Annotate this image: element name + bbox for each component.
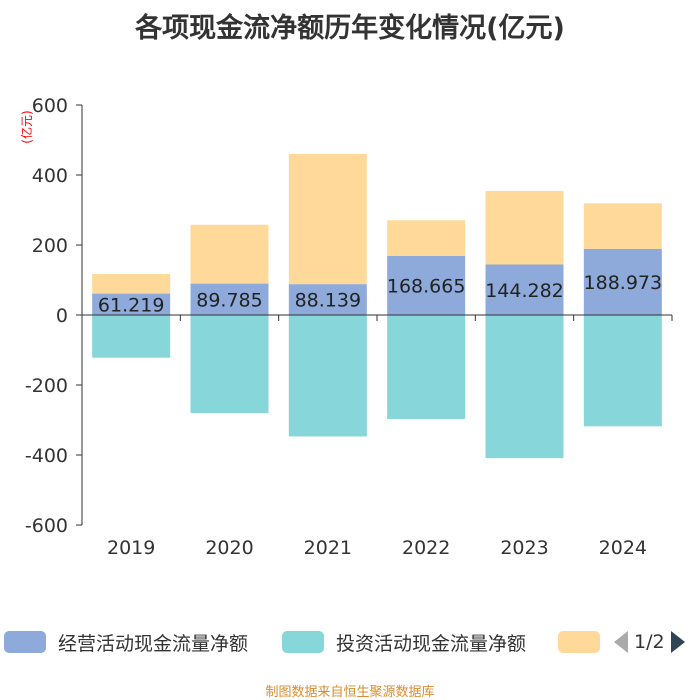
- x-tick-label: 2023: [500, 537, 548, 559]
- data-label-operating: 144.282: [485, 280, 564, 302]
- x-tick-label: 2021: [304, 537, 352, 559]
- y-tick-label: -600: [25, 515, 68, 537]
- legend-item-financing[interactable]: [558, 624, 612, 660]
- bar-financing-2020: [190, 224, 269, 284]
- chart-canvas: 600 400 200 0 -200 -400 -600 2019 2020 2021 2022 20…: [19, 95, 673, 559]
- legend-swatch-financing: [558, 631, 600, 653]
- y-tick-label: 400: [32, 165, 68, 187]
- y-tick-label: 0: [56, 305, 68, 327]
- data-label-operating: 88.139: [295, 290, 361, 312]
- bar-operating-2019: [92, 293, 171, 315]
- bar-financing-2022: [387, 220, 466, 256]
- legend: 经营活动现金流量净额 投资活动现金流量净额 1/2: [0, 624, 700, 660]
- bar-operating-2020: [190, 283, 269, 315]
- axis-layer: 600 400 200 0 -200 -400 -600 2019 2020 2021 2022 20…: [25, 95, 673, 559]
- bar-investing-2019: [92, 315, 171, 358]
- x-tick-label: 2020: [205, 537, 253, 559]
- chart-title: 各项现金流净额历年变化情况(亿元): [135, 13, 565, 44]
- legend-item-operating[interactable]: 经营活动现金流量净额: [4, 624, 248, 660]
- legend-pager: 1/2: [614, 624, 685, 660]
- legend-label-investing: 投资活动现金流量净额: [336, 632, 527, 655]
- legend-swatch-operating: [4, 631, 46, 653]
- bar-financing-2019: [92, 273, 171, 294]
- bar-layer: [92, 153, 662, 459]
- y-axis-unit-label: (亿元): [19, 110, 34, 143]
- y-tick-label: -400: [25, 445, 68, 467]
- bar-investing-2023: [485, 315, 564, 459]
- label-layer: 61.219 89.785 88.139 168.665 144.282 188.973: [98, 272, 662, 316]
- legend-swatch-investing: [282, 631, 324, 653]
- y-tick-label: 600: [32, 95, 68, 117]
- bar-operating-2024: [583, 248, 662, 315]
- bar-financing-2024: [583, 203, 662, 249]
- data-label-operating: 61.219: [98, 294, 164, 316]
- pager-prev-icon[interactable]: [614, 631, 628, 653]
- data-label-operating: 188.973: [584, 272, 663, 294]
- x-tick-label: 2024: [599, 537, 647, 559]
- bar-investing-2020: [190, 315, 269, 413]
- footer-source: 制图数据来自恒生聚源数据库: [265, 685, 435, 700]
- bar-operating-2022: [387, 255, 466, 315]
- bar-investing-2021: [288, 315, 367, 437]
- bar-financing-2021: [288, 153, 367, 285]
- bar-operating-2021: [288, 284, 367, 315]
- data-label-operating: 168.665: [387, 275, 466, 297]
- bar-investing-2022: [387, 315, 466, 419]
- bar-financing-2023: [485, 191, 564, 265]
- legend-label-operating: 经营活动现金流量净额: [58, 632, 249, 655]
- x-tick-label: 2022: [402, 537, 450, 559]
- data-label-operating: 89.785: [196, 289, 262, 311]
- legend-item-investing[interactable]: 投资活动现金流量净额: [282, 624, 526, 660]
- y-tick-label: -200: [25, 375, 68, 397]
- y-tick-label: 200: [32, 235, 68, 257]
- pager-text: 1/2: [634, 631, 665, 653]
- bar-investing-2024: [583, 315, 662, 427]
- bar-operating-2023: [485, 264, 564, 315]
- pager-next-icon[interactable]: [670, 631, 685, 653]
- x-tick-label: 2019: [107, 537, 155, 559]
